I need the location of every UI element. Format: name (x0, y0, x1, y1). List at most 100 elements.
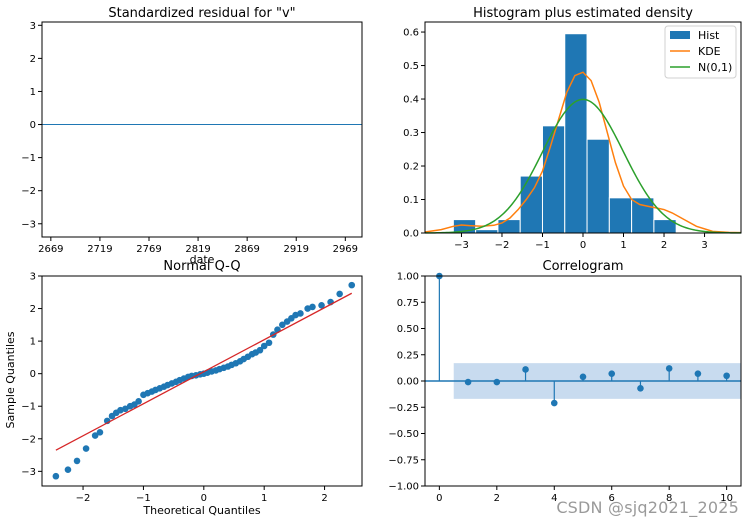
correlogram-ytick-label: −0.25 (388, 403, 419, 414)
correlogram-ytick-label: 0.50 (397, 324, 419, 335)
residual-xtick-label: 2869 (234, 244, 259, 255)
histogram-panel: Histogram plus estimated density −3 −2 −1 0… (403, 6, 742, 251)
residual-xtick-label: 2969 (333, 244, 358, 255)
qq-point (256, 346, 264, 354)
qq-point (122, 405, 129, 413)
qq-title: Normal Q-Q (163, 259, 240, 274)
residual-ytick-label: −1 (21, 153, 36, 164)
histogram-ytick-label: 0.6 (403, 28, 419, 39)
acf-marker (723, 372, 730, 380)
histogram-bar (608, 197, 633, 234)
histogram-xtick-label: −2 (495, 240, 510, 251)
acf-marker (579, 373, 587, 381)
qq-ytick-label: −1 (21, 402, 36, 413)
qq-point (260, 342, 268, 350)
qq-reference-line (55, 292, 353, 451)
qq-xtick-label: −2 (76, 493, 91, 504)
histogram-bar (631, 197, 655, 234)
residual-xtick-label: 2719 (87, 244, 112, 255)
correlogram-plot-area: 0 2 4 6 8 10 −1.00 −0.75 −0.50 −0.25 0.00 0.25 0.50 0… (388, 272, 741, 504)
residual-ytick-label: 3 (30, 21, 36, 32)
qq-ylabel: Sample Quantiles (4, 331, 17, 428)
residual-title: Standardized residual for "v" (108, 6, 295, 21)
qq-xtick-label: −1 (136, 493, 151, 504)
correlogram-ytick-label: 1.00 (397, 272, 419, 283)
residual-ytick-label: 0 (30, 120, 36, 131)
qq-ytick-label: 2 (30, 304, 36, 315)
qq-ytick-label: 1 (30, 337, 36, 348)
residual-frame (41, 21, 363, 238)
residual-xlabel: date (190, 253, 215, 266)
acf-marker (694, 370, 702, 377)
correlogram-ytick-label: −0.75 (388, 455, 419, 466)
qq-point (96, 428, 104, 436)
residual-xtick-label: 2919 (284, 244, 309, 255)
histogram-bar (475, 229, 499, 234)
correlogram-panel: Correlogram 0 2 4 6 8 10−1.00−0.75−0.50−0.250… (388, 259, 742, 504)
qq-point (265, 339, 273, 347)
qq-ytick-label: 3 (30, 272, 36, 283)
qq-ytick-label: −2 (21, 434, 36, 445)
legend-kde-label: KDE (698, 45, 721, 58)
histogram-ytick-label: 0.3 (403, 128, 419, 139)
histogram-bar (519, 175, 543, 234)
acf-marker (550, 399, 558, 407)
legend-hist-swatch (670, 31, 690, 39)
acf-marker (493, 378, 501, 386)
correlogram-xtick-label: 0 (436, 493, 442, 504)
qq-point (82, 445, 90, 452)
histogram-xtick-label: 2 (661, 240, 667, 251)
histogram-bar (497, 219, 521, 234)
qq-point (73, 457, 81, 465)
qq-xtick-label: 1 (261, 493, 267, 504)
residual-xtick-label: 2669 (38, 244, 63, 255)
legend-normal-label: N(0,1) (698, 61, 732, 74)
qq-xtick-label: 0 (201, 493, 207, 504)
correlogram-xtick-label: 8 (666, 493, 672, 504)
residual-panel: Standardized residual for "v" date 2669 2… (21, 6, 363, 266)
histogram-xtick-label: 1 (620, 240, 626, 251)
histogram-bar (541, 125, 566, 234)
residual-plot-area: 2669 2719 2769 2819 2869 2919 2969 −3 −2 −1 0 1 2 3 (21, 21, 362, 255)
normal-curve (424, 98, 742, 234)
correlogram-frame (424, 275, 742, 487)
histogram-xtick-label: 0 (580, 240, 586, 251)
histogram-bar (586, 138, 610, 234)
correlogram-title: Correlogram (543, 259, 624, 274)
histogram-xtick-label: −1 (535, 240, 550, 251)
qq-point (336, 290, 343, 298)
qq-point (64, 466, 72, 474)
correlogram-ytick-label: 0.25 (397, 350, 419, 361)
qq-panel: Normal Q-Q Theoretical Quantiles Sample … (4, 259, 363, 517)
acf-marker (464, 378, 472, 386)
correlogram-ytick-label: 0.75 (397, 298, 419, 309)
histogram-ytick-label: 0.4 (403, 95, 419, 106)
histogram-xtick-label: 3 (701, 240, 707, 251)
qq-point (91, 432, 99, 439)
qq-xlabel: Theoretical Quantiles (142, 504, 260, 517)
acf-marker (665, 365, 673, 372)
qq-point (135, 398, 142, 405)
qq-point (297, 310, 304, 317)
residual-ytick-label: −2 (21, 186, 36, 197)
histogram-ytick-label: 0.1 (403, 195, 419, 206)
histogram-ytick-label: 0.2 (403, 162, 419, 173)
residual-xtick-label: 2819 (185, 244, 210, 255)
correlogram-xtick-label: 10 (720, 493, 733, 504)
qq-plot-area: −2 −1 0 1 2 −3 −2 −1 0 1 2 3 (21, 272, 356, 504)
qq-ytick-label: 0 (30, 369, 36, 380)
histogram-ytick-label: 0.5 (403, 61, 419, 72)
histogram-frame (424, 21, 742, 234)
correlogram-xtick-label: 6 (609, 493, 615, 504)
correlogram-ytick-label: 0.00 (397, 377, 419, 388)
acf-marker (608, 370, 616, 377)
correlogram-xtick-label: 2 (494, 493, 500, 504)
legend-hist-label: Hist (698, 29, 720, 42)
correlogram-ytick-label: −0.50 (388, 429, 419, 440)
histogram-xtick-label: −3 (454, 240, 469, 251)
histogram-legend: Hist KDE N(0,1) (664, 25, 737, 79)
histogram-bar (564, 33, 588, 234)
qq-ytick-label: −3 (21, 467, 36, 478)
correlogram-ytick-label: −1.00 (388, 482, 419, 493)
